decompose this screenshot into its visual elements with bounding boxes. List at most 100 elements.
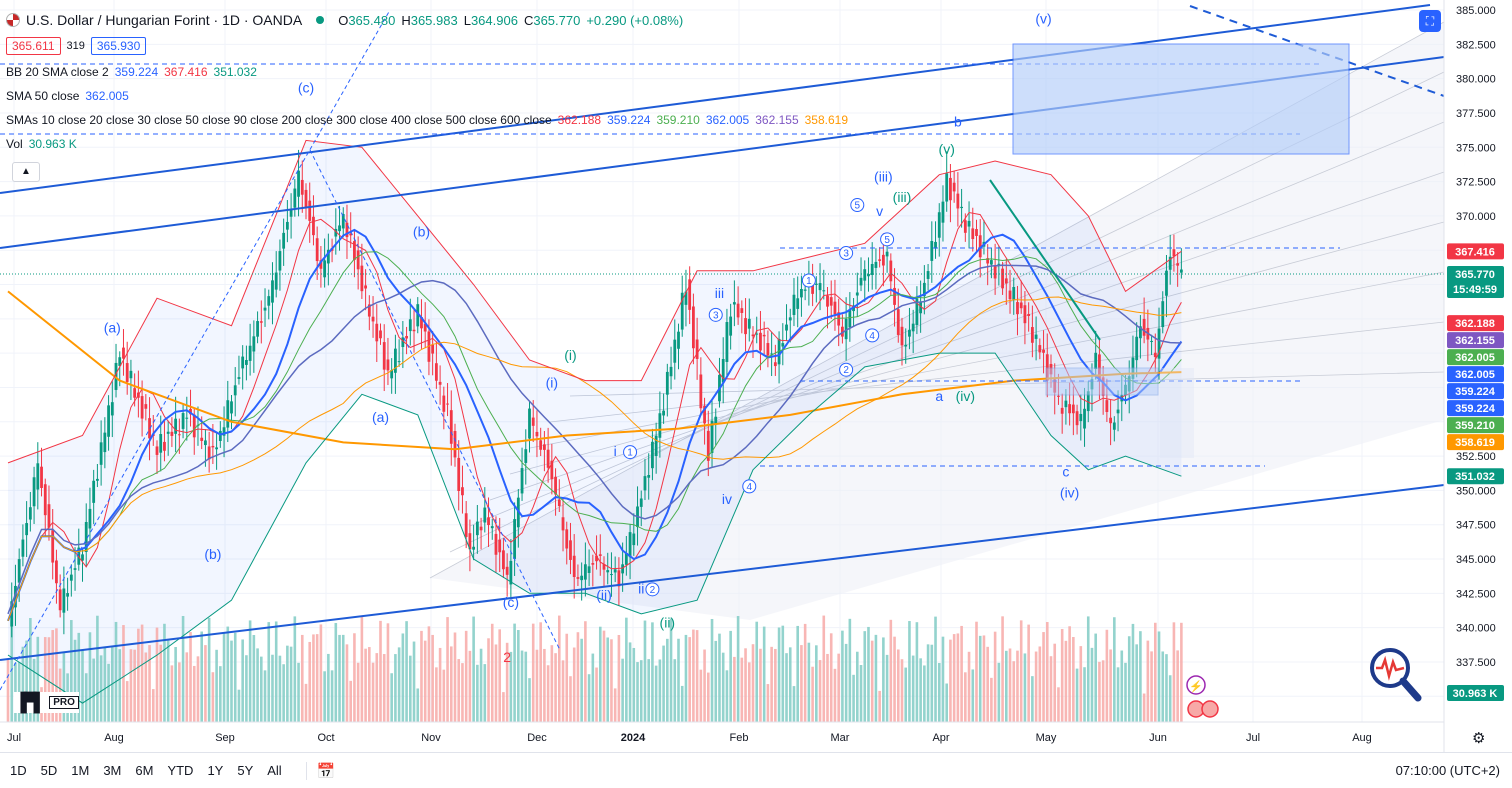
channel-fill <box>430 22 1444 620</box>
volume-bar <box>762 626 766 722</box>
support-box[interactable] <box>1045 367 1159 396</box>
candle-body <box>874 261 878 268</box>
pulse-magnifier-icon[interactable] <box>1368 646 1424 709</box>
wave-circle-number: 2 <box>650 585 656 596</box>
candle-body <box>759 332 762 351</box>
volume-bar <box>1113 617 1116 722</box>
volume-bar <box>47 637 51 722</box>
candle-body <box>502 550 505 570</box>
candle-body <box>1071 404 1075 414</box>
candle-body <box>606 570 610 573</box>
candle-body <box>535 431 539 437</box>
candle-body <box>1004 278 1008 284</box>
volume-bar <box>271 654 274 722</box>
candle-body <box>677 331 680 349</box>
sma-30-line <box>7 251 1182 621</box>
range-all[interactable]: All <box>267 763 282 778</box>
indicator-vol[interactable]: Vol 30.963 K <box>6 132 848 156</box>
sell-button[interactable]: 365.611 <box>6 37 61 55</box>
range-5d[interactable]: 5D <box>40 763 58 778</box>
candle-body <box>457 457 461 492</box>
candle-body <box>323 260 327 278</box>
candle-body <box>937 212 941 238</box>
candle-body <box>692 306 695 349</box>
candle-body <box>963 220 967 233</box>
volume-bar <box>703 649 706 722</box>
clock-timezone[interactable]: 07:10:00 (UTC+2) <box>1395 763 1500 778</box>
volume-bar <box>941 636 945 722</box>
volume-bar <box>841 630 844 722</box>
range-1d[interactable]: 1D <box>10 763 27 778</box>
time-axis-label: Apr <box>932 732 949 744</box>
candle-body <box>841 326 844 337</box>
trendline-green[interactable] <box>989 179 1101 341</box>
candle-body <box>751 334 755 337</box>
volume-bar <box>859 665 863 722</box>
volume-bar <box>949 639 952 722</box>
sma-200-line <box>7 290 1182 451</box>
volume-bar <box>1124 662 1127 722</box>
volume-bar <box>133 649 136 722</box>
volume-bar <box>1023 653 1027 722</box>
candle-body <box>356 250 360 270</box>
candle-body <box>36 463 40 490</box>
range-ytd[interactable]: YTD <box>167 763 194 778</box>
fullscreen-button[interactable]: ⛶ <box>1419 10 1441 32</box>
volume-bar <box>282 664 285 722</box>
candle-body <box>241 356 245 369</box>
indicator-smas-value-2: 359.224 <box>607 113 651 127</box>
market-status-icon <box>316 16 325 24</box>
volume-bar <box>721 652 725 722</box>
candle-body <box>252 336 256 352</box>
chart-legend: U.S. Dollar / Hungarian Forint · 1D · OA… <box>6 8 848 156</box>
candle-body <box>233 385 237 396</box>
volume-bar <box>736 616 740 722</box>
trendline-lower[interactable] <box>0 484 1445 661</box>
us-flag-event-icon[interactable] <box>1201 700 1219 718</box>
range-1m[interactable]: 1M <box>71 763 90 778</box>
calendar-icon[interactable]: 📅 <box>316 762 336 780</box>
candle-body <box>993 265 997 279</box>
range-1y[interactable]: 1Y <box>207 763 224 778</box>
gear-icon[interactable]: ⚙ <box>1472 730 1486 747</box>
indicator-sma50[interactable]: SMA 50 close 362.005 <box>6 84 848 108</box>
tradingview-logo[interactable]: ▐▀▌ PRO <box>14 692 79 713</box>
volume-bar <box>800 645 803 722</box>
range-3m[interactable]: 3M <box>103 763 122 778</box>
range-5y[interactable]: 5Y <box>237 763 254 778</box>
candle-body <box>1109 417 1112 424</box>
time-axis-label: Feb <box>730 732 749 744</box>
price-tag <box>1447 383 1504 400</box>
elliott-wave-label: (v) <box>1035 11 1051 27</box>
volume-bar <box>591 653 595 722</box>
volume-bar <box>900 659 904 722</box>
candle-body <box>557 499 561 507</box>
target-box[interactable] <box>1012 43 1350 155</box>
candle-body <box>941 201 945 223</box>
candle-body <box>747 318 751 329</box>
volume-bar <box>621 658 624 722</box>
collapse-legend-button[interactable]: ▲ <box>12 162 40 182</box>
candle-body <box>781 343 785 347</box>
candle-body <box>170 431 174 436</box>
volume-bar <box>692 629 695 722</box>
candle-body <box>669 366 673 377</box>
trendline-dashed-b[interactable] <box>309 149 561 651</box>
trendline-dashed-down[interactable] <box>1189 5 1445 97</box>
candle-body <box>800 289 803 298</box>
candle-body <box>1064 400 1068 408</box>
range-6m[interactable]: 6M <box>135 763 154 778</box>
indicator-bb[interactable]: BB 20 SMA close 2 359.224 367.416 351.03… <box>6 60 848 84</box>
trendline-dashed-c[interactable] <box>0 9 391 691</box>
symbol-title[interactable]: U.S. Dollar / Hungarian Forint · 1D · OA… <box>26 12 303 28</box>
bollinger-band-fill <box>8 140 1182 704</box>
volume-bar <box>718 633 721 722</box>
candle-body <box>762 334 766 337</box>
candle-body <box>386 359 390 371</box>
trendline-upper[interactable] <box>0 4 1431 194</box>
volume-bar <box>535 649 539 722</box>
indicator-smas[interactable]: SMAs 10 close 20 close 30 close 50 close… <box>6 108 848 132</box>
buy-button[interactable]: 365.930 <box>90 37 147 55</box>
lightning-event-icon[interactable] <box>1186 675 1206 695</box>
